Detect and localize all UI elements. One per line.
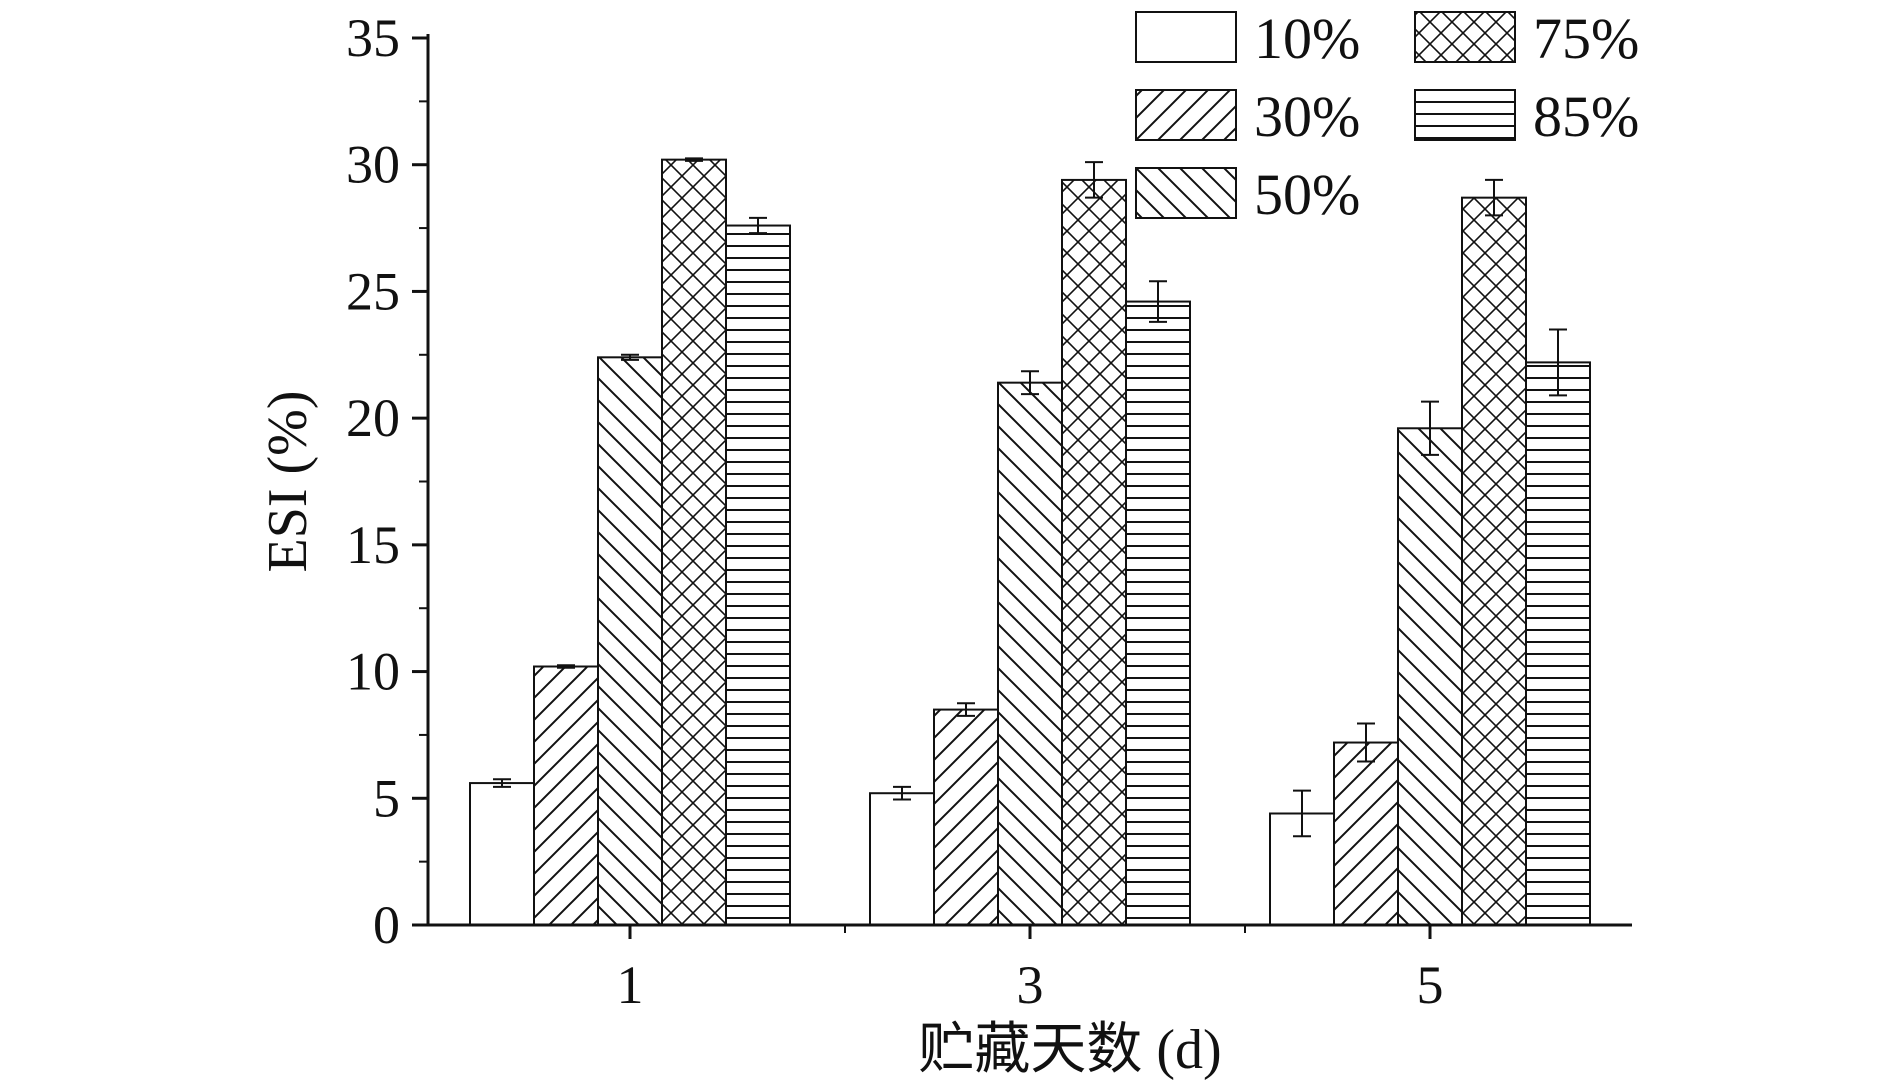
bar-series4-cat1 (1125, 300, 1191, 926)
legend-swatch-3 (1414, 11, 1516, 63)
y-tick-label-5: 25 (346, 261, 400, 321)
bar-series4-cat2 (1525, 361, 1591, 927)
y-tick-label-2: 10 (346, 642, 400, 702)
bar-series4-cat0 (725, 224, 791, 926)
y-tick-label-7: 35 (346, 8, 400, 68)
legend-label-3: 75% (1533, 6, 1639, 71)
bar-series1-cat2 (1333, 741, 1399, 926)
legend-label-4: 85% (1533, 84, 1639, 149)
legend-swatch-2 (1135, 167, 1237, 219)
bar-series1-cat1 (933, 708, 999, 926)
bar-series2-cat2 (1397, 427, 1463, 926)
y-tick-label-1: 5 (373, 768, 400, 828)
legend-swatch-0 (1135, 11, 1237, 63)
plot-area (469, 157, 1591, 927)
y-tick-label-0: 0 (373, 895, 400, 955)
bar-series2-cat1 (997, 381, 1063, 927)
bar-series3-cat2 (1461, 196, 1527, 927)
y-tick-label-4: 20 (346, 388, 400, 448)
legend: 10% 30% 50% 75% 85% (1135, 6, 1639, 227)
y-tick-label-3: 15 (346, 515, 400, 575)
legend-label-0: 10% (1254, 6, 1360, 71)
legend-swatch-1 (1135, 89, 1237, 141)
y-tick-label-6: 30 (346, 135, 400, 195)
x-tick-label-0: 1 (617, 955, 644, 1015)
x-tick-label-2: 5 (1417, 955, 1444, 1015)
x-axis-label: 贮藏天数 (d) (918, 1019, 1221, 1080)
bar-series3-cat0 (661, 158, 727, 927)
legend-swatch-4 (1414, 89, 1516, 141)
y-axis-label: ESI (%) (257, 391, 319, 573)
bar-series0-cat1 (869, 792, 935, 927)
bar-series3-cat1 (1061, 178, 1127, 927)
legend-label-2: 50% (1254, 162, 1360, 227)
bar-series2-cat0 (597, 356, 663, 926)
legend-label-1: 30% (1254, 84, 1360, 149)
bar-series1-cat0 (533, 665, 599, 926)
bar-series0-cat0 (469, 782, 535, 927)
x-tick-label-1: 3 (1017, 955, 1044, 1015)
